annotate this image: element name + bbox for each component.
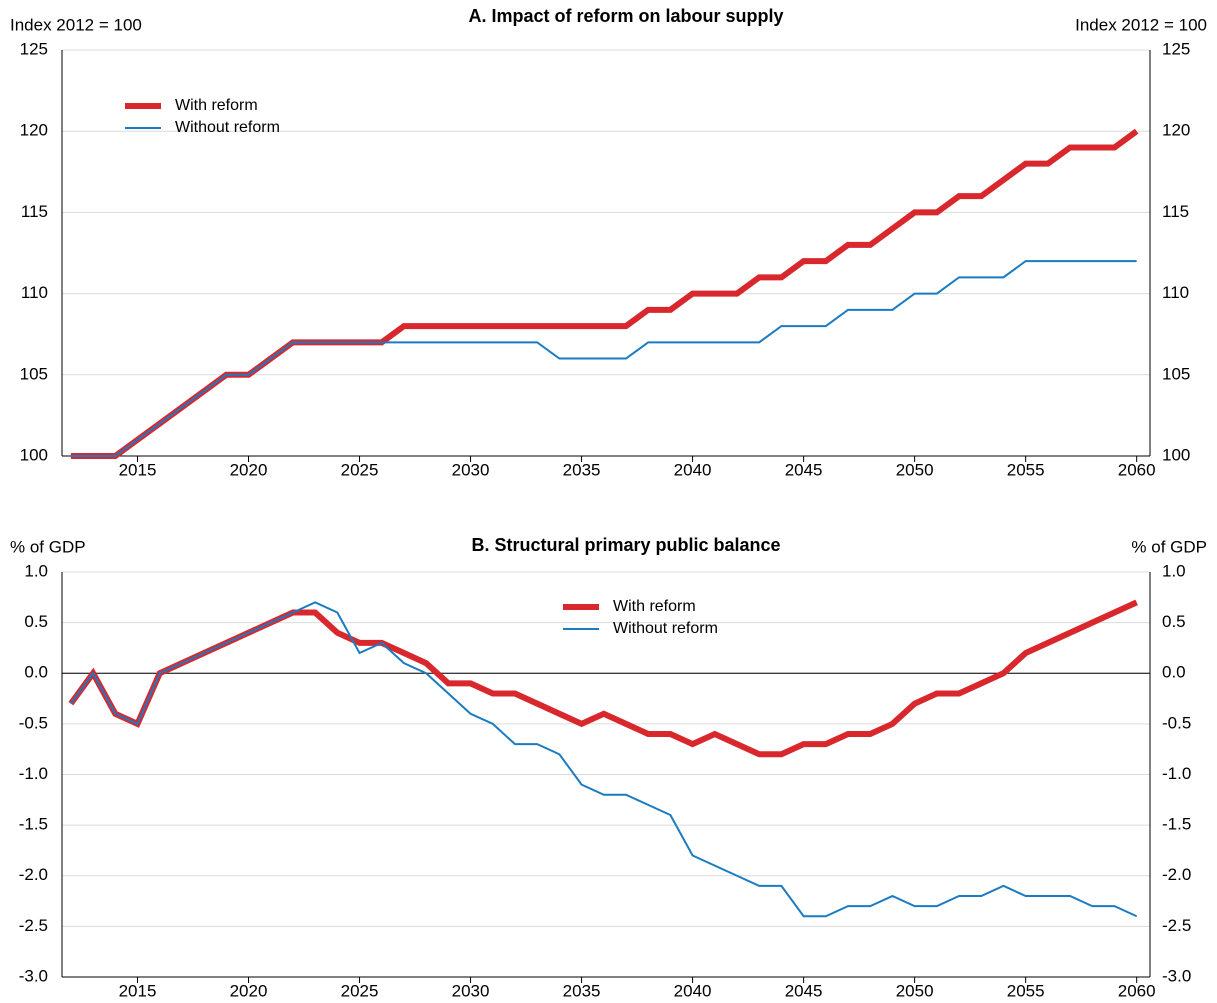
y-tick-label: -3.0 xyxy=(19,966,48,985)
legend-label: With reform xyxy=(613,598,696,615)
y2-tick-label: -0.5 xyxy=(1162,713,1191,732)
y-tick-label: 1.0 xyxy=(24,561,48,580)
y-tick-label: 0.0 xyxy=(24,663,48,682)
x-tick-label: 2060 xyxy=(1118,460,1156,479)
y2-tick-label: -1.0 xyxy=(1162,764,1191,783)
y-tick-label: -1.5 xyxy=(19,815,48,834)
y2-tick-label: -3.0 xyxy=(1162,966,1191,985)
y2-tick-label: 120 xyxy=(1162,121,1190,140)
y-tick-label: 105 xyxy=(20,364,48,383)
legend-label: Without reform xyxy=(613,620,718,637)
y2-tick-label: 1.0 xyxy=(1162,561,1186,580)
y2-tick-label: 0.0 xyxy=(1162,663,1186,682)
x-tick-label: 2030 xyxy=(452,981,490,1000)
x-tick-label: 2035 xyxy=(563,460,601,479)
x-tick-label: 2040 xyxy=(674,460,712,479)
y2-axis-title: Index 2012 = 100 xyxy=(1075,15,1207,34)
data-line xyxy=(70,601,1138,918)
y2-tick-label: -2.5 xyxy=(1162,916,1191,935)
y-tick-label: 0.5 xyxy=(24,612,48,631)
y2-tick-label: 105 xyxy=(1162,364,1190,383)
y-tick-label: 115 xyxy=(21,202,48,221)
y2-tick-label: 125 xyxy=(1162,39,1190,58)
y-tick-label: 120 xyxy=(20,121,48,140)
legend-label: With reform xyxy=(175,97,258,114)
x-tick-label: 2045 xyxy=(785,460,823,479)
y2-tick-label: -1.5 xyxy=(1162,815,1191,834)
y-axis-title: % of GDP xyxy=(10,537,86,556)
y2-tick-label: -2.0 xyxy=(1162,865,1191,884)
x-tick-label: 2045 xyxy=(785,981,823,1000)
legend-label: Without reform xyxy=(175,119,280,136)
x-tick-label: 2025 xyxy=(341,981,379,1000)
y2-tick-label: 100 xyxy=(1162,445,1190,464)
y-tick-label: -1.0 xyxy=(19,764,48,783)
x-tick-label: 2020 xyxy=(230,460,268,479)
y-tick-label: 100 xyxy=(20,445,48,464)
x-tick-label: 2025 xyxy=(341,460,379,479)
x-tick-label: 2055 xyxy=(1007,460,1045,479)
y2-tick-label: 0.5 xyxy=(1162,612,1186,631)
y-tick-label: -0.5 xyxy=(19,713,48,732)
x-tick-label: 2015 xyxy=(119,460,157,479)
data-line xyxy=(70,260,1137,457)
y2-axis-title: % of GDP xyxy=(1131,537,1207,556)
chart-title: A. Impact of reform on labour supply xyxy=(468,6,783,26)
x-tick-label: 2035 xyxy=(563,981,601,1000)
x-tick-label: 2060 xyxy=(1118,981,1156,1000)
x-tick-label: 2050 xyxy=(896,460,934,479)
x-tick-label: 2020 xyxy=(230,981,268,1000)
x-tick-label: 2040 xyxy=(674,981,712,1000)
y-tick-label: 110 xyxy=(21,283,48,302)
data-line xyxy=(68,599,1138,758)
x-tick-label: 2015 xyxy=(119,981,157,1000)
y2-tick-label: 110 xyxy=(1162,283,1189,302)
x-tick-label: 2030 xyxy=(452,460,490,479)
x-tick-label: 2055 xyxy=(1007,981,1045,1000)
x-tick-label: 2050 xyxy=(896,981,934,1000)
y-axis-title: Index 2012 = 100 xyxy=(10,15,142,34)
chart-title: B. Structural primary public balance xyxy=(471,535,780,555)
y-tick-label: 125 xyxy=(20,39,48,58)
y-tick-label: -2.0 xyxy=(19,865,48,884)
y-tick-label: -2.5 xyxy=(19,916,48,935)
y2-tick-label: 115 xyxy=(1162,202,1189,221)
